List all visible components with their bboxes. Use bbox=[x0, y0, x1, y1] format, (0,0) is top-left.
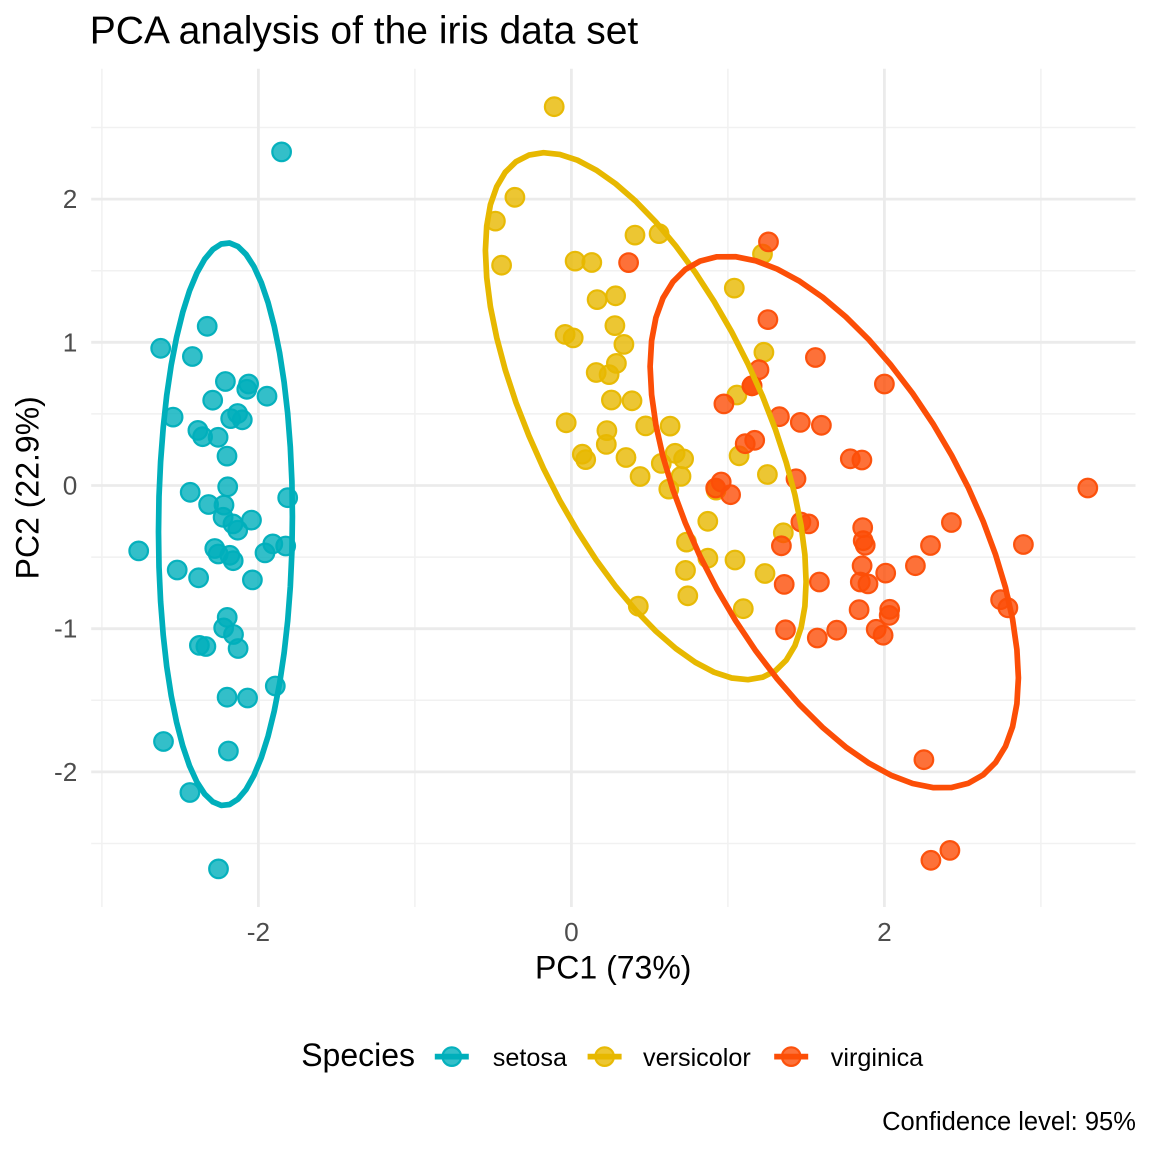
svg-text:-2: -2 bbox=[54, 757, 77, 787]
svg-text:PC1 (73%): PC1 (73%) bbox=[535, 949, 692, 985]
svg-text:versicolor: versicolor bbox=[643, 1044, 751, 1072]
svg-text:-1: -1 bbox=[54, 614, 77, 644]
svg-text:0: 0 bbox=[63, 471, 78, 501]
svg-text:1: 1 bbox=[63, 327, 78, 357]
svg-text:PCA analysis of the iris data: PCA analysis of the iris data set bbox=[90, 10, 639, 53]
svg-text:virginica: virginica bbox=[831, 1044, 924, 1072]
svg-text:Species: Species bbox=[301, 1037, 415, 1073]
svg-text:Confidence level: 95%: Confidence level: 95% bbox=[882, 1108, 1136, 1136]
svg-text:2: 2 bbox=[877, 917, 892, 947]
svg-text:0: 0 bbox=[564, 917, 579, 947]
svg-text:2: 2 bbox=[63, 184, 78, 214]
svg-text:PC2 (22.9%): PC2 (22.9%) bbox=[10, 396, 46, 579]
svg-text:setosa: setosa bbox=[493, 1044, 568, 1072]
svg-text:-2: -2 bbox=[247, 917, 270, 947]
